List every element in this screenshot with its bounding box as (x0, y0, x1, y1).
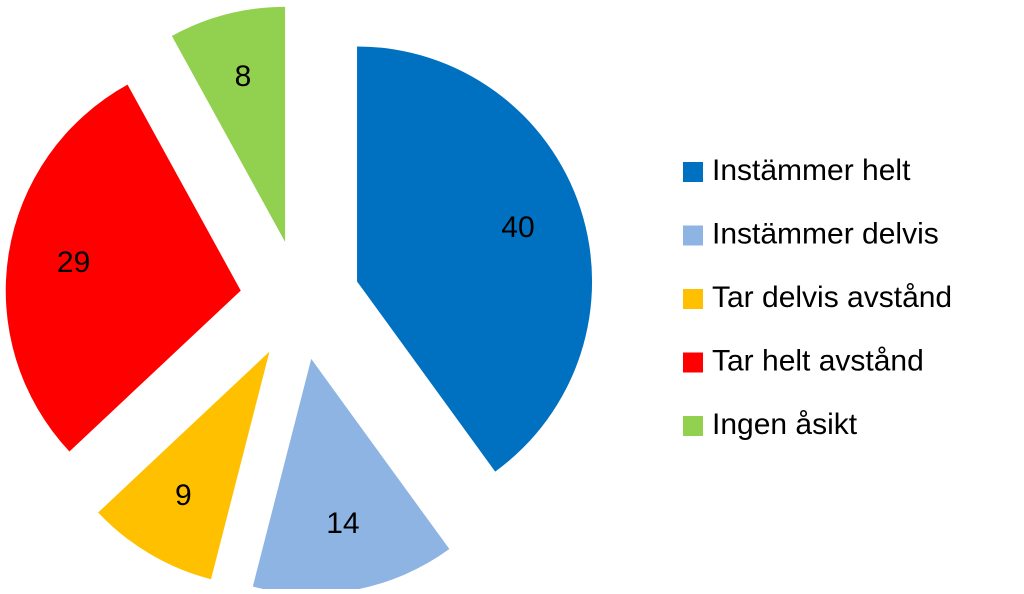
slice-label: 40 (501, 211, 534, 244)
legend-swatch (683, 352, 703, 373)
slice-label: 9 (175, 479, 192, 512)
pie-slice (5, 84, 241, 452)
legend-swatch (683, 416, 703, 436)
legend-text: Instämmer delvis (712, 217, 939, 250)
slice-label: 14 (326, 507, 359, 540)
pie-slice (98, 351, 270, 580)
pie-slice (357, 46, 593, 472)
legend-swatch (683, 289, 703, 309)
pie-slice (252, 358, 450, 594)
pie-slice (171, 6, 286, 242)
legend-text: Tar delvis avstånd (712, 281, 952, 314)
legend-text: Ingen åsikt (712, 408, 858, 441)
slice-label: 8 (235, 60, 252, 93)
legend-text: Tar helt avstånd (712, 344, 924, 377)
legend-text: Instämmer helt (712, 154, 911, 187)
legend-swatch (683, 162, 703, 182)
legend-swatch (683, 225, 703, 246)
slice-label: 29 (57, 246, 90, 279)
